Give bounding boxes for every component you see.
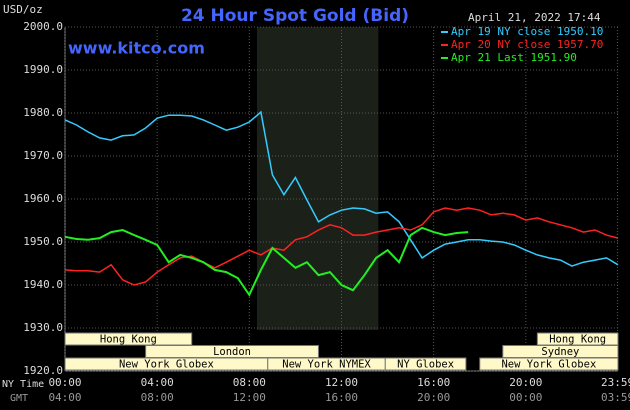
legend-label: Apr 19 NY close 1950.10 — [451, 25, 603, 38]
x2-axis-label: GMT — [10, 393, 28, 404]
x2-tick-label: 12:00 — [233, 391, 266, 404]
x-tick-label: 12:00 — [325, 376, 358, 389]
highlight-band — [256, 27, 379, 330]
x-tick-label: 16:00 — [417, 376, 450, 389]
x2-tick-label: 20:00 — [417, 391, 450, 404]
y-tick-label: 1970.0 — [23, 149, 63, 162]
x-tick-label: 04:00 — [141, 376, 174, 389]
session-box — [64, 332, 193, 346]
session-label: Sydney — [541, 346, 579, 358]
series-line — [64, 110, 619, 267]
x-tick-label: 00:00 — [48, 376, 81, 389]
x2-tick-label: 04:00 — [48, 391, 81, 404]
y-tick-label: 1930.0 — [23, 321, 63, 334]
watermark: www.kitco.com — [68, 39, 205, 58]
session-label: New York Globex — [501, 359, 596, 371]
legend-label: Apr 21 Last 1951.90 — [451, 51, 577, 64]
y-tick-label: 1950.0 — [23, 235, 63, 248]
x-axis-label: NY Time — [2, 379, 44, 390]
y-tick-label: 1920.0 — [23, 364, 63, 377]
y-tick-label: 1940.0 — [23, 278, 63, 291]
y-tick-label: 1980.0 — [23, 106, 63, 119]
legend-label: Apr 20 NY close 1957.70 — [451, 38, 603, 51]
session-label: New York Globex — [119, 359, 214, 371]
session-label: Hong Kong — [100, 334, 157, 346]
x-tick-label: 08:00 — [233, 376, 266, 389]
y-tick-label: 1960.0 — [23, 192, 63, 205]
x2-tick-label: 00:00 — [509, 391, 542, 404]
session-label: Hong Kong — [549, 334, 606, 346]
x2-tick-label: 08:00 — [141, 391, 174, 404]
chart-title: 24 Hour Spot Gold (Bid) — [181, 6, 409, 26]
session-box — [479, 357, 619, 371]
session-box — [384, 357, 467, 371]
y-tick-label: 2000.0 — [23, 20, 63, 33]
y-axis-label: USD/oz — [3, 3, 43, 16]
x2-tick-label: 03:59 — [601, 391, 630, 404]
y-tick-label: 1990.0 — [23, 63, 63, 76]
x2-tick-label: 16:00 — [325, 391, 358, 404]
session-label: New York NYMEX — [282, 359, 371, 371]
session-label: London — [213, 346, 251, 358]
session-label: NY Globex — [397, 359, 454, 371]
series-line — [64, 207, 619, 286]
timestamp: April 21, 2022 17:44 — [468, 11, 601, 24]
x-tick-label: 23:59 — [601, 376, 630, 389]
x-tick-label: 20:00 — [509, 376, 542, 389]
series-line — [64, 226, 469, 297]
